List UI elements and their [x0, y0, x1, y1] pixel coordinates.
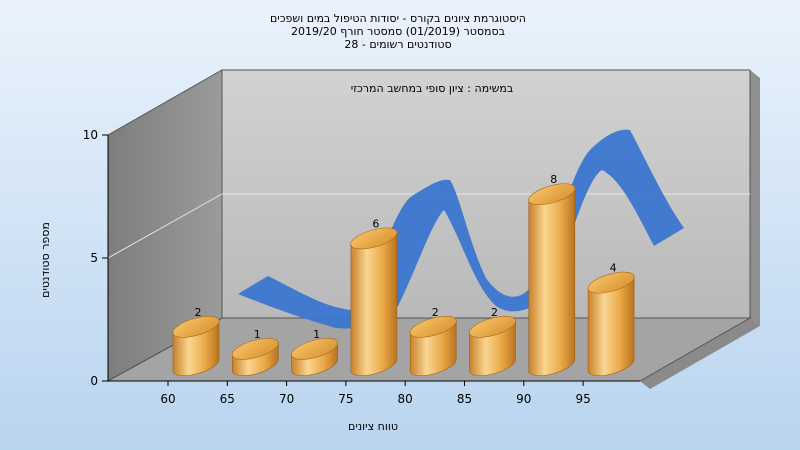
chart-title: היסטוגרמת ציונים בקורס - יסודות הטיפול ב…	[270, 12, 526, 51]
bar-value-label: 4	[610, 262, 617, 275]
right-wall-shadow	[750, 70, 760, 326]
x-tick-label: 90	[516, 392, 531, 406]
bar-70: 1	[291, 328, 339, 377]
bar-cap	[469, 315, 516, 338]
bar-cap	[409, 315, 457, 338]
title-line-2: בסמסטר (01/2019) סמסטר חורף 2019/20	[291, 25, 505, 38]
chart-subtitle: במשימה : ציון סופי במחשב המרכזי	[351, 82, 514, 95]
bar-body	[528, 187, 576, 377]
x-tick-label: 95	[575, 392, 590, 406]
bar-cap	[291, 338, 339, 360]
y-tick-label: 5	[90, 251, 98, 265]
bar-value-label: 2	[195, 306, 202, 319]
bar-body	[587, 276, 635, 377]
bar-cap	[231, 338, 279, 360]
y-axis: 0 5 10	[83, 128, 109, 388]
x-axis: 60 65 70 75 80 85 90 95	[108, 380, 640, 406]
bar-value-label: 8	[550, 173, 557, 186]
bar-80: 2	[409, 306, 457, 377]
bar-65: 1	[231, 328, 279, 377]
bar-cap	[172, 315, 220, 338]
x-tick-label: 75	[338, 392, 353, 406]
bar-90: 8	[528, 173, 576, 377]
bar-75: 6	[350, 217, 398, 377]
y-tick-label: 0	[90, 374, 98, 388]
x-tick-label: 65	[220, 392, 235, 406]
bar-value-label: 1	[313, 328, 320, 341]
bar-95: 4	[587, 262, 635, 377]
bar-value-label: 1	[254, 328, 261, 341]
bar-value-label: 2	[491, 306, 498, 319]
y-tick-label: 10	[83, 128, 98, 142]
y-axis-title: מספר סטודנטים	[39, 222, 52, 298]
bar-value-label: 2	[432, 306, 439, 319]
title-line-1: היסטוגרמת ציונים בקורס - יסודות הטיפול ב…	[270, 12, 526, 25]
bar-body	[350, 232, 398, 377]
floor-edge-shadow	[640, 318, 760, 389]
title-line-3: סטודנטים רשומים - 28	[344, 38, 451, 51]
bar-60: 2	[172, 306, 220, 377]
x-tick-label: 60	[160, 392, 175, 406]
bar-cap	[350, 227, 398, 250]
x-tick-label: 70	[279, 392, 294, 406]
bar-value-label: 6	[372, 217, 379, 230]
x-tick-label: 85	[457, 392, 472, 406]
bar-cap	[587, 271, 635, 294]
gridline-left-1	[107, 193, 223, 259]
x-axis-title: טווח ציונים	[348, 420, 398, 433]
bar-85: 2	[469, 306, 516, 377]
trend-ribbon	[238, 129, 684, 329]
x-tick-label: 80	[398, 392, 413, 406]
bars: 2 1 1 6 2 2 8 4	[172, 173, 635, 377]
bar-cap	[528, 183, 576, 206]
